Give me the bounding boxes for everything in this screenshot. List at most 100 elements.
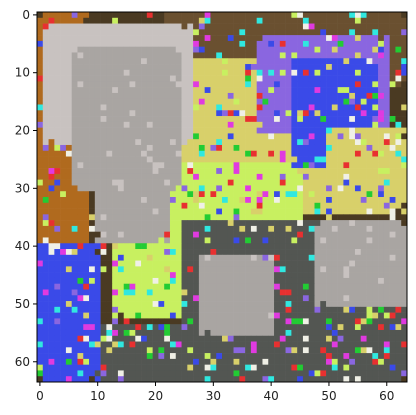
heatmap-cell: [146, 46, 153, 53]
heatmap-cell: [320, 260, 327, 267]
heatmap-cell: [320, 301, 327, 308]
heatmap-cell: [181, 144, 188, 152]
heatmap-cell: [60, 376, 67, 383]
heatmap-cell: [83, 335, 90, 342]
heatmap-cell: [181, 75, 188, 82]
heatmap-cell: [308, 295, 315, 302]
heatmap-cell: [314, 40, 321, 47]
heatmap-cell: [268, 249, 275, 256]
heatmap-cell: [227, 127, 234, 134]
heatmap-cell: [279, 144, 286, 152]
heatmap-cell: [314, 139, 321, 146]
heatmap-cell: [320, 173, 327, 180]
heatmap-cell: [366, 260, 373, 267]
heatmap-cell: [129, 162, 136, 169]
heatmap-cell: [360, 110, 367, 117]
heatmap-cell: [378, 150, 385, 157]
heatmap-cell: [291, 283, 298, 290]
heatmap-cell: [291, 231, 298, 238]
heatmap-cell: [401, 185, 408, 192]
heatmap-cell: [314, 376, 321, 383]
heatmap-cell: [65, 370, 72, 377]
heatmap-cell: [60, 358, 67, 365]
heatmap-cell: [198, 12, 205, 19]
heatmap-cell: [158, 173, 165, 180]
heatmap-cell: [326, 335, 333, 342]
heatmap-cell: [112, 144, 119, 152]
heatmap-cell: [308, 23, 315, 30]
heatmap-cell: [222, 283, 229, 290]
heatmap-cell: [123, 185, 130, 192]
heatmap-cell: [274, 301, 281, 308]
heatmap-cell: [37, 341, 44, 348]
heatmap-cell: [204, 23, 211, 30]
heatmap-cell: [135, 353, 142, 360]
heatmap-cell: [193, 191, 200, 198]
heatmap-cell: [181, 64, 188, 71]
heatmap-cell: [164, 295, 171, 302]
heatmap-cell: [222, 191, 229, 198]
heatmap-cell: [123, 289, 130, 296]
heatmap-cell: [117, 150, 125, 157]
heatmap-cell: [42, 179, 49, 186]
heatmap-cell: [239, 64, 246, 71]
heatmap-cell: [42, 364, 49, 371]
heatmap-cell: [141, 358, 148, 365]
heatmap-cell: [233, 376, 240, 383]
heatmap-cell: [291, 46, 298, 53]
heatmap-cell: [274, 17, 281, 24]
heatmap-cell: [100, 301, 107, 308]
heatmap-cell: [222, 150, 229, 157]
heatmap-cell: [291, 347, 298, 354]
heatmap-cell: [337, 341, 344, 348]
heatmap-cell: [349, 127, 356, 134]
heatmap-cell: [268, 197, 275, 204]
heatmap-cell: [210, 87, 217, 94]
heatmap-cell: [89, 46, 96, 53]
heatmap-cell: [349, 341, 356, 348]
heatmap-cell: [401, 295, 408, 302]
heatmap-cell: [383, 266, 390, 273]
heatmap-cell: [216, 225, 223, 232]
heatmap-cell: [262, 12, 269, 19]
heatmap-cell: [227, 295, 234, 302]
heatmap-cell: [262, 64, 269, 71]
heatmap-cell: [71, 173, 78, 180]
heatmap-cell: [256, 127, 263, 134]
heatmap-cell: [366, 324, 373, 331]
heatmap-cell: [198, 214, 205, 221]
heatmap-cell: [71, 214, 78, 221]
heatmap-cell: [204, 139, 211, 146]
heatmap-cell: [227, 225, 234, 232]
heatmap-cell: [302, 81, 310, 88]
heatmap-cell: [285, 341, 292, 348]
heatmap-cell: [250, 185, 257, 192]
heatmap-cell: [279, 156, 286, 163]
heatmap-cell: [181, 370, 188, 377]
heatmap-cell: [343, 179, 350, 186]
heatmap-cell: [100, 214, 107, 221]
heatmap-cell: [175, 214, 182, 221]
heatmap-cell: [285, 243, 292, 250]
heatmap-cell: [204, 231, 211, 238]
heatmap-cell: [169, 370, 177, 377]
heatmap-cell: [54, 254, 61, 261]
heatmap-cell: [37, 260, 44, 267]
heatmap-cell: [320, 306, 327, 313]
heatmap-cell: [181, 254, 188, 261]
heatmap-cell: [337, 116, 344, 123]
heatmap-cell: [181, 35, 188, 42]
heatmap-cell: [389, 237, 396, 244]
heatmap-cell: [117, 40, 125, 47]
heatmap-cell: [279, 185, 286, 192]
heatmap-cell: [337, 370, 344, 377]
heatmap-cell: [65, 197, 72, 204]
heatmap-cell: [250, 168, 257, 175]
heatmap-cell: [383, 202, 390, 209]
heatmap-cell: [181, 133, 188, 140]
heatmap-cell: [256, 231, 263, 238]
heatmap-cell: [308, 104, 315, 111]
heatmap-cell: [401, 75, 408, 82]
heatmap-cell: [308, 185, 315, 192]
heatmap-cell: [54, 156, 61, 163]
